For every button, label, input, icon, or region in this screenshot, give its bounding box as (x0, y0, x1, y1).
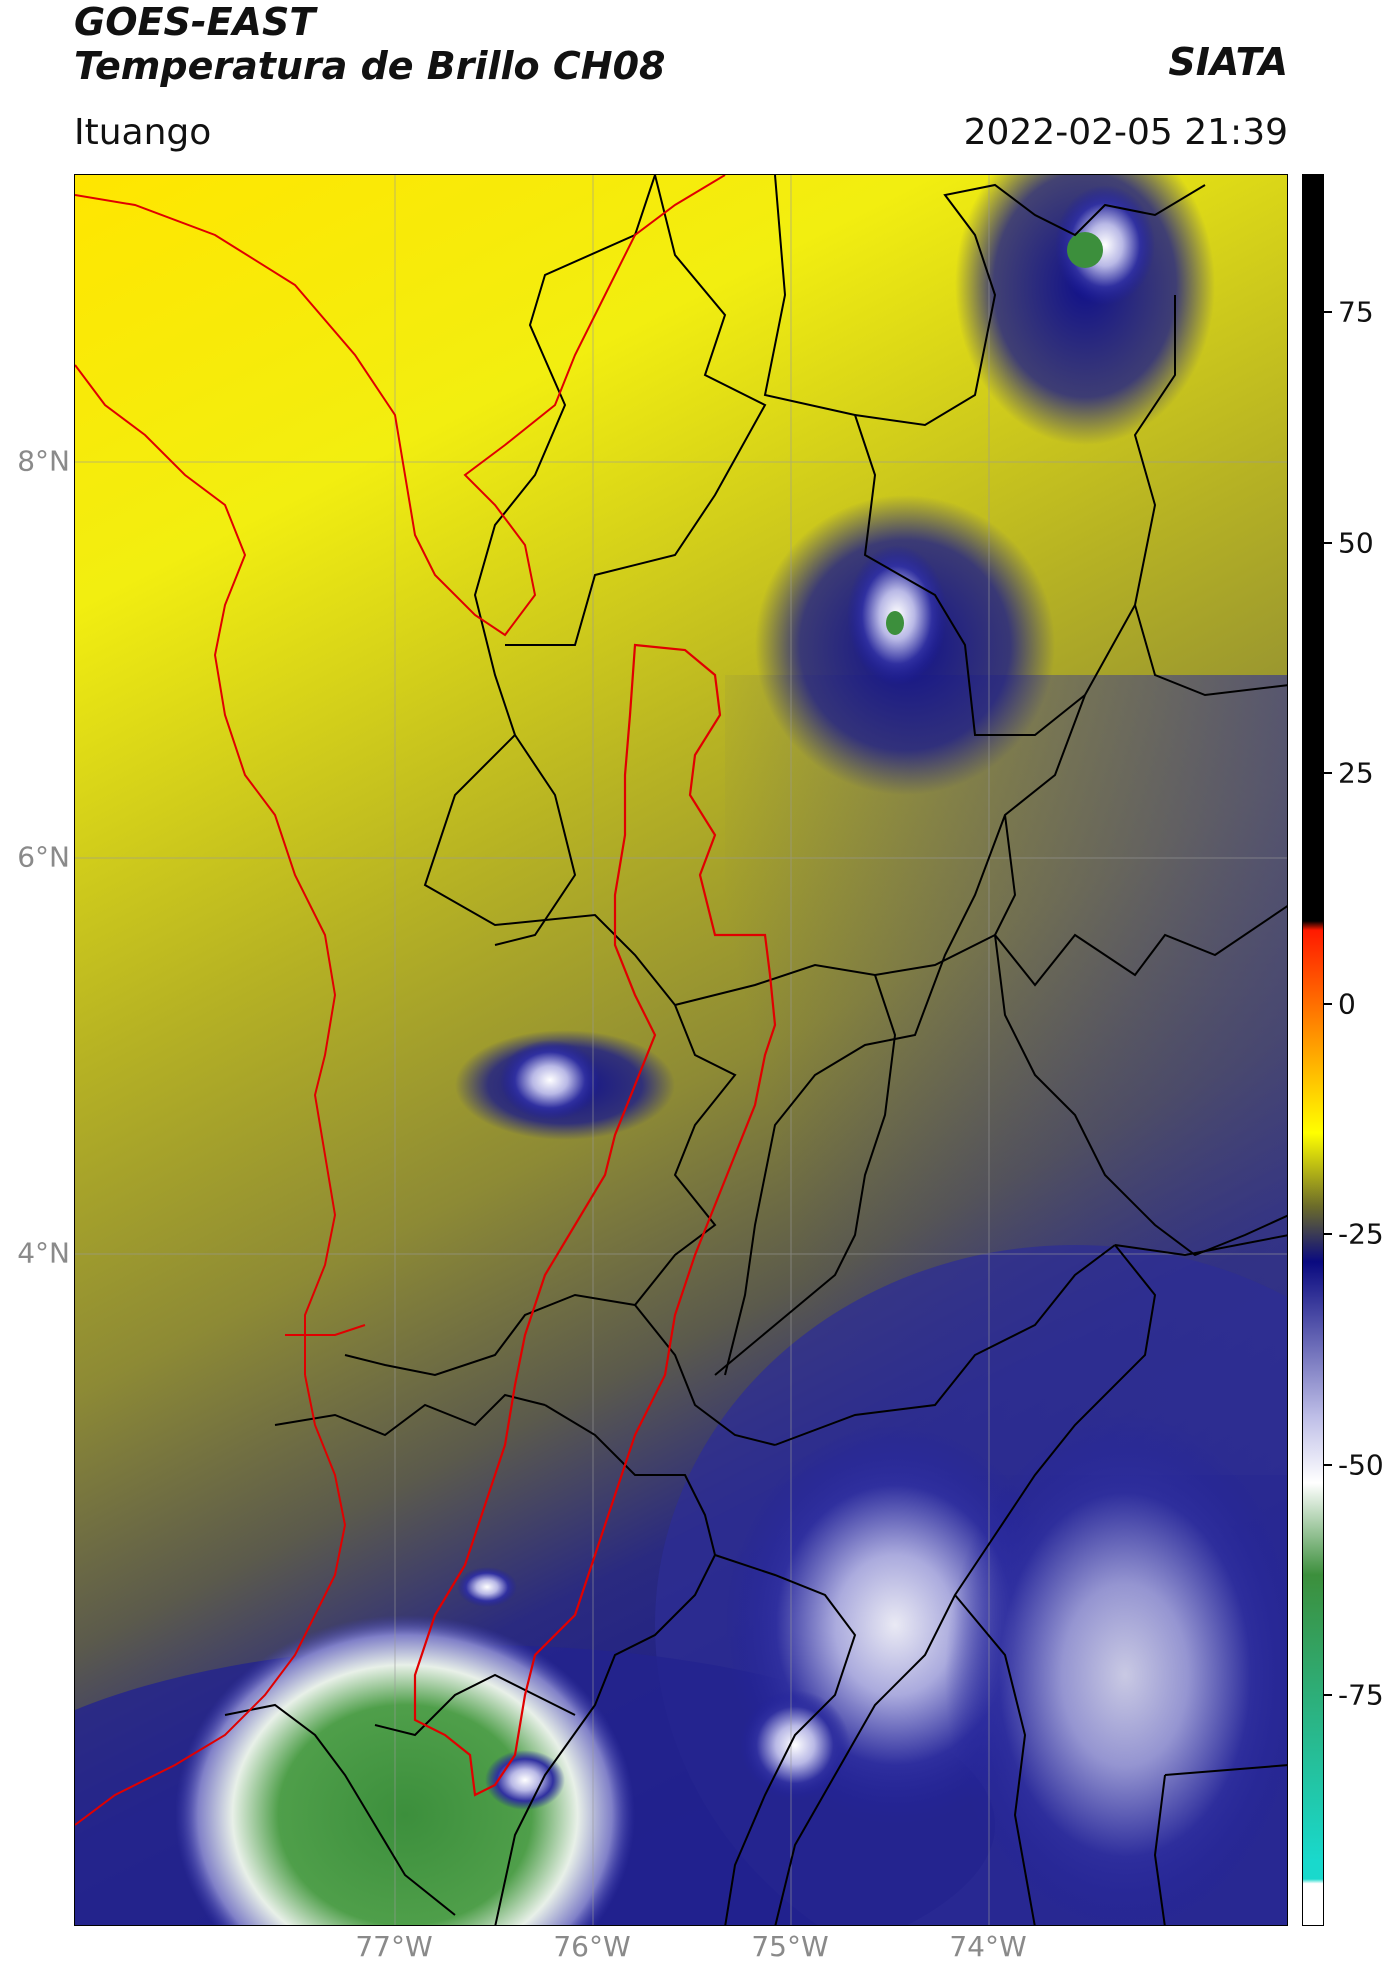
longitude-label: 77°W (355, 1930, 433, 1963)
basin-outline (413, 643, 777, 1797)
colorbar-tick (1324, 1002, 1332, 1005)
latitude-label: 6°N (17, 840, 70, 874)
chart-title-line1: GOES-EAST (74, 0, 316, 44)
colorbar-tick (1324, 1233, 1332, 1236)
region-subtitle: Ituango (74, 112, 212, 153)
latitude-label: 4°N (17, 1236, 70, 1270)
colorbar-tick-label: -75 (1338, 1678, 1384, 1712)
colorbar-tick (1324, 311, 1332, 314)
colorbar-tick-label: 25 (1338, 756, 1374, 790)
chart-title-line2: Temperatura de Brillo CH08 (74, 44, 666, 88)
colorbar-tick (1324, 541, 1332, 544)
coastline (75, 175, 726, 1826)
colorbar-tick-label: -25 (1338, 1217, 1384, 1251)
organization-label: SIATA (1168, 40, 1288, 84)
colorbar-tick (1324, 1463, 1332, 1466)
colorbar-tick-label: 50 (1338, 526, 1374, 560)
colorbar (1302, 174, 1324, 1926)
colorbar-tick (1324, 1694, 1332, 1697)
satellite-map (74, 174, 1288, 1926)
colorbar-tick-label: 0 (1338, 987, 1356, 1021)
timestamp-label: 2022-02-05 21:39 (963, 112, 1288, 153)
colorbar-tick (1324, 772, 1332, 775)
longitude-label: 76°W (553, 1930, 631, 1963)
cloud-cluster-central (500, 1040, 600, 1120)
colorbar-tick-label: -50 (1338, 1448, 1384, 1482)
latitude-label: 8°N (17, 444, 70, 478)
colorbar-tick-label: 75 (1338, 295, 1374, 329)
department-boundaries (224, 175, 1287, 1925)
longitude-label: 74°W (949, 1930, 1027, 1963)
cloud-cluster-southwest (175, 1615, 635, 1925)
longitude-label: 75°W (751, 1930, 829, 1963)
